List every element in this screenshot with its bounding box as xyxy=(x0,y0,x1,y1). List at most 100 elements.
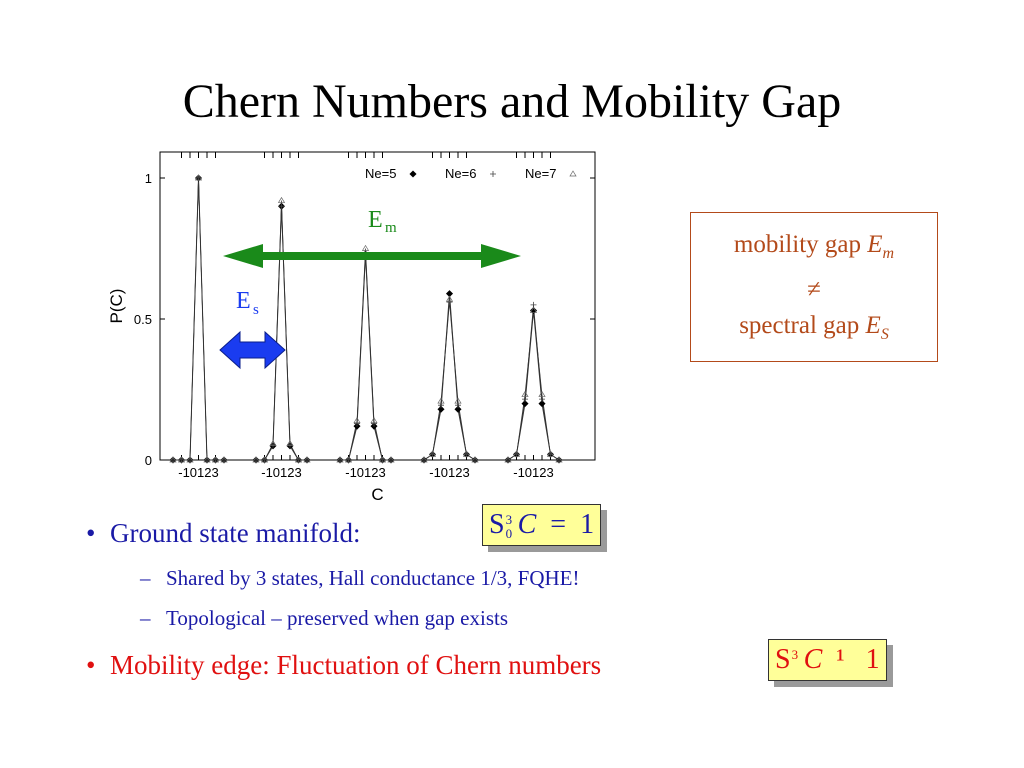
bullet-mobility-edge: • Mobility edge: Fluctuation of Chern num… xyxy=(86,650,601,681)
point-triangle xyxy=(203,456,211,463)
chern-variable: C xyxy=(517,509,537,540)
point-triangle xyxy=(504,456,512,463)
point-triangle xyxy=(420,456,428,463)
legend-diamond xyxy=(409,170,417,178)
series-line xyxy=(423,302,476,461)
bullet-glyph: • xyxy=(86,518,96,548)
point-plus xyxy=(287,441,293,448)
point-triangle xyxy=(445,295,454,302)
equation-rhs: 1 xyxy=(865,644,880,675)
point-diamond xyxy=(445,290,454,298)
point-triangle xyxy=(353,417,361,424)
point-plus xyxy=(522,396,528,403)
x-group-label: -10123 xyxy=(513,465,553,480)
point-triangle xyxy=(303,456,311,463)
equals-sign: = xyxy=(550,509,567,540)
series-line xyxy=(173,177,224,461)
chern-variable: C xyxy=(803,644,823,675)
chern-number-chart: 0 0.5 1 -10123 -10123 -10123 -10123 -10123 Ne=5 N… xyxy=(107,151,596,504)
point-triangle xyxy=(177,456,186,463)
sub-bullet-shared: – Shared by 3 states, Hall conductance 1/… xyxy=(140,566,579,591)
point-diamond xyxy=(538,400,546,408)
legend-label: Ne=7 xyxy=(525,166,556,181)
mobility-gap-arrow xyxy=(223,244,521,268)
dash-glyph: – xyxy=(140,606,151,630)
point-triangle xyxy=(286,439,294,446)
point-triangle xyxy=(437,397,445,404)
point-triangle xyxy=(387,456,395,463)
point-diamond xyxy=(521,400,529,408)
sum-upper-limit: 3 xyxy=(791,646,799,662)
point-plus xyxy=(539,396,545,403)
series-line xyxy=(507,310,560,461)
series-line xyxy=(507,304,560,461)
sub-bullet-text: Topological – preserved when gap exists xyxy=(166,606,509,630)
point-triangle xyxy=(277,196,286,203)
legend-label: Ne=6 xyxy=(445,166,476,181)
bullet-text: Ground state manifold: xyxy=(110,518,361,548)
note-line3-var: E xyxy=(865,312,881,339)
series-line xyxy=(256,206,307,461)
series-line xyxy=(256,200,307,461)
point-triangle xyxy=(336,456,344,463)
point-triangle xyxy=(378,456,387,463)
point-plus xyxy=(446,299,453,306)
point-triangle xyxy=(211,456,220,463)
y-tick-label: 0.5 xyxy=(134,312,152,327)
series-line xyxy=(340,254,391,461)
point-triangle xyxy=(269,439,277,446)
x-group-label: -10123 xyxy=(178,465,218,480)
equation-rhs: 1 xyxy=(580,509,595,540)
point-triangle xyxy=(252,456,260,463)
point-triangle xyxy=(462,450,471,457)
spectral-gap-label: E xyxy=(236,288,251,314)
gap-comparison-box: mobility gap Em ≠ spectral gap ES xyxy=(690,212,938,362)
point-triangle xyxy=(260,456,269,463)
series-line xyxy=(340,248,391,461)
point-triangle xyxy=(169,456,177,463)
x-group-label: -10123 xyxy=(429,465,469,480)
point-diamond xyxy=(454,405,462,413)
mobility-gap-sub: m xyxy=(385,220,397,236)
spectral-gap-arrow xyxy=(219,330,286,370)
spectral-gap-sub: s xyxy=(253,302,259,318)
x-axis-label: C xyxy=(371,485,383,504)
point-triangle xyxy=(454,397,462,404)
not-equal-sign: ≠ xyxy=(807,276,821,303)
sub-bullet-topological: – Topological – preserved when gap exists xyxy=(140,606,508,631)
slide-title: Chern Numbers and Mobility Gap xyxy=(182,75,842,128)
series-line xyxy=(173,177,224,461)
y-tick-label: 0 xyxy=(145,453,152,468)
operator-glyph: ¹ xyxy=(836,644,845,675)
series-line xyxy=(173,177,224,461)
bullet-text: Mobility edge: Fluctuation of Chern numb… xyxy=(110,650,602,680)
point-triangle xyxy=(538,390,546,397)
point-triangle xyxy=(428,450,437,457)
y-tick-label: 1 xyxy=(145,171,152,186)
point-triangle xyxy=(186,456,194,463)
note-line1: mobility gap xyxy=(733,231,861,258)
point-triangle xyxy=(555,456,563,463)
legend-triangle xyxy=(569,170,577,177)
sigma-symbol: S xyxy=(489,509,505,540)
bullet-ground-state: • Ground state manifold: xyxy=(86,518,360,549)
point-triangle xyxy=(471,456,479,463)
point-plus xyxy=(354,420,360,427)
point-triangle xyxy=(344,456,353,463)
dash-glyph: – xyxy=(140,566,151,590)
plot-frame xyxy=(159,151,596,461)
point-triangle xyxy=(546,450,555,457)
point-triangle xyxy=(194,174,203,181)
y-axis-label: P(C) xyxy=(107,289,126,324)
series-line xyxy=(423,293,476,461)
legend-plus xyxy=(490,171,496,177)
point-diamond xyxy=(437,405,445,413)
note-line3: spectral gap xyxy=(739,312,860,339)
point-triangle xyxy=(370,417,378,424)
point-triangle xyxy=(529,306,538,313)
note-line1-sub: m xyxy=(882,245,895,262)
point-triangle xyxy=(361,244,370,251)
note-line1-var: E xyxy=(867,231,883,258)
series-line xyxy=(423,299,476,461)
